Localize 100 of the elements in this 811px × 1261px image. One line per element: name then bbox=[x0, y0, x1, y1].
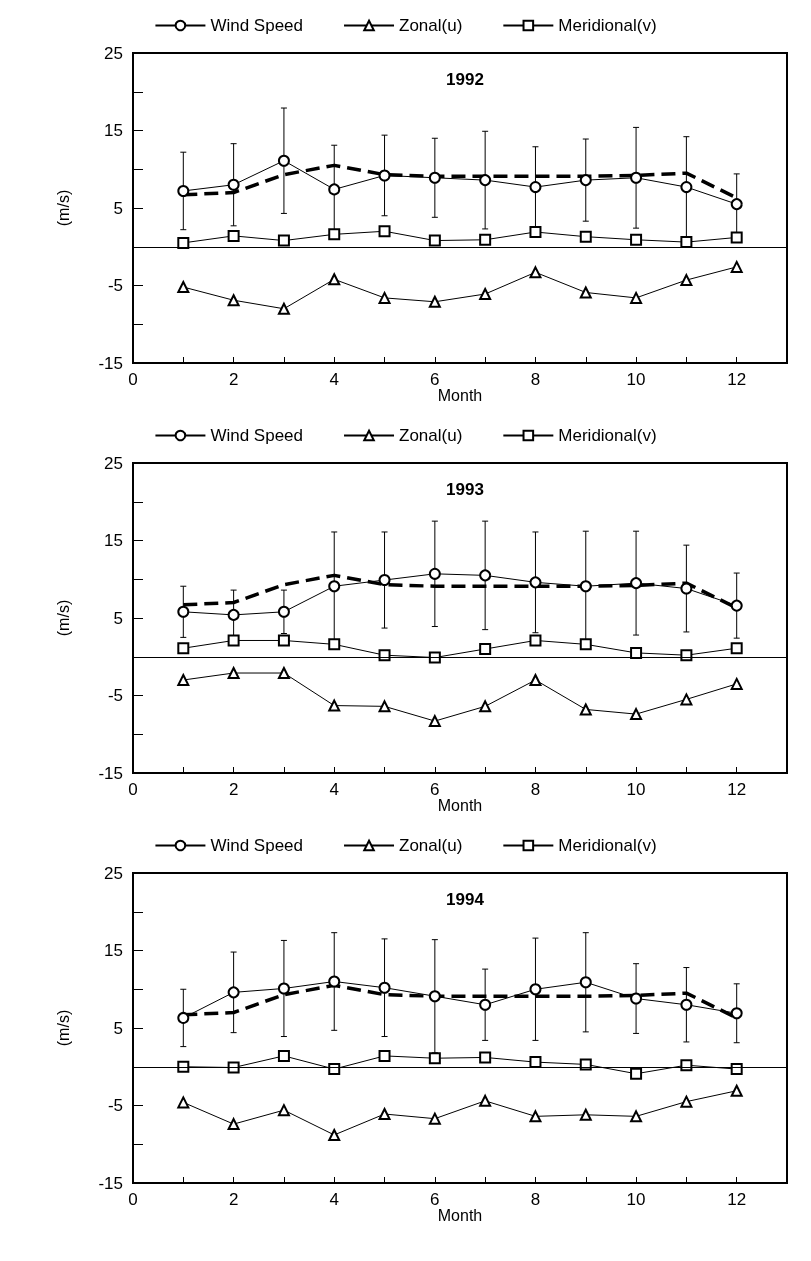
point bbox=[378, 700, 391, 713]
point bbox=[378, 291, 391, 304]
point bbox=[428, 295, 441, 308]
point bbox=[529, 226, 542, 239]
point bbox=[630, 291, 643, 304]
point bbox=[479, 233, 492, 246]
point bbox=[227, 608, 240, 621]
point bbox=[680, 649, 693, 662]
point bbox=[479, 998, 492, 1011]
y-tick-label: 15 bbox=[104, 531, 123, 550]
point bbox=[428, 1052, 441, 1065]
point bbox=[630, 1110, 643, 1123]
point bbox=[328, 975, 341, 988]
point bbox=[680, 181, 693, 194]
x-tick-label: 6 bbox=[430, 370, 440, 389]
legend-label: Wind Speed bbox=[210, 16, 304, 35]
x-axis-title: Month bbox=[437, 796, 483, 814]
point bbox=[428, 567, 441, 580]
point bbox=[277, 154, 290, 167]
point bbox=[529, 181, 542, 194]
point bbox=[177, 605, 190, 618]
point bbox=[630, 171, 643, 184]
point bbox=[579, 174, 592, 187]
point bbox=[277, 605, 290, 618]
y-tick-label: -15 bbox=[98, 763, 123, 783]
legend-label: Meridional(v) bbox=[558, 836, 657, 855]
x-axis-title: Month bbox=[437, 1206, 483, 1224]
point bbox=[730, 1084, 743, 1097]
point bbox=[479, 1051, 492, 1064]
point bbox=[479, 700, 492, 713]
x-tick-label: 8 bbox=[530, 780, 541, 799]
point bbox=[630, 577, 643, 590]
point bbox=[730, 677, 743, 690]
x-tick-label: 4 bbox=[329, 1190, 339, 1209]
point bbox=[177, 236, 190, 249]
x-tick-label: 12 bbox=[727, 780, 747, 799]
point bbox=[630, 233, 643, 246]
x-tick-label: 8 bbox=[530, 370, 541, 389]
y-tick-label: 5 bbox=[113, 1018, 123, 1038]
y-tick-label: -15 bbox=[98, 353, 123, 373]
point bbox=[328, 580, 341, 593]
y-tick-label: 5 bbox=[113, 608, 123, 628]
legend-label: Wind Speed bbox=[210, 426, 304, 445]
x-tick-label: 0 bbox=[128, 1190, 138, 1209]
y-axis-title: (m/s) bbox=[54, 599, 72, 637]
point bbox=[680, 1095, 693, 1108]
point bbox=[227, 178, 240, 191]
point bbox=[328, 228, 341, 241]
point bbox=[328, 183, 341, 196]
x-tick-label: 10 bbox=[626, 370, 646, 389]
text: 1994 bbox=[446, 890, 485, 909]
point bbox=[277, 634, 290, 647]
point bbox=[227, 986, 240, 999]
point bbox=[579, 286, 592, 299]
legend-label: Zonal(u) bbox=[399, 426, 463, 445]
x-axis-title: Month bbox=[437, 386, 483, 404]
point bbox=[328, 273, 341, 286]
point bbox=[328, 699, 341, 712]
point bbox=[529, 1110, 542, 1123]
point bbox=[579, 230, 592, 243]
y-tick-label: 15 bbox=[104, 941, 123, 960]
point bbox=[227, 229, 240, 242]
point bbox=[680, 1059, 693, 1072]
x-tick-label: 2 bbox=[228, 780, 239, 799]
y-tick-label: 25 bbox=[104, 863, 123, 883]
x-tick-label: 0 bbox=[128, 780, 138, 799]
point bbox=[730, 599, 743, 612]
point bbox=[378, 1049, 391, 1062]
point bbox=[579, 703, 592, 716]
x-tick-label: 2 bbox=[228, 370, 239, 389]
y-tick-label: 25 bbox=[104, 43, 123, 63]
point bbox=[277, 982, 290, 995]
point bbox=[479, 569, 492, 582]
point bbox=[479, 1094, 492, 1107]
legend-label: Wind Speed bbox=[210, 836, 304, 855]
point bbox=[378, 169, 391, 182]
point bbox=[529, 983, 542, 996]
y-tick-label: 5 bbox=[113, 198, 123, 218]
point bbox=[428, 1112, 441, 1125]
y-tick-label: -15 bbox=[98, 1173, 123, 1193]
point bbox=[730, 198, 743, 211]
point bbox=[378, 225, 391, 238]
y-tick-label: -5 bbox=[107, 276, 123, 295]
point bbox=[730, 642, 743, 655]
point bbox=[177, 1060, 190, 1073]
point bbox=[630, 1067, 643, 1080]
x-tick-label: 4 bbox=[329, 780, 339, 799]
point bbox=[630, 992, 643, 1005]
point bbox=[428, 171, 441, 184]
legend-label: Zonal(u) bbox=[399, 16, 463, 35]
text: 1993 bbox=[446, 480, 484, 499]
x-tick-label: 6 bbox=[430, 780, 440, 799]
legend-label: Zonal(u) bbox=[399, 836, 463, 855]
point bbox=[529, 576, 542, 589]
text: 1992 bbox=[446, 70, 484, 89]
point bbox=[328, 638, 341, 651]
point bbox=[328, 1128, 341, 1141]
point bbox=[277, 302, 290, 315]
point bbox=[227, 294, 240, 307]
point bbox=[730, 231, 743, 244]
